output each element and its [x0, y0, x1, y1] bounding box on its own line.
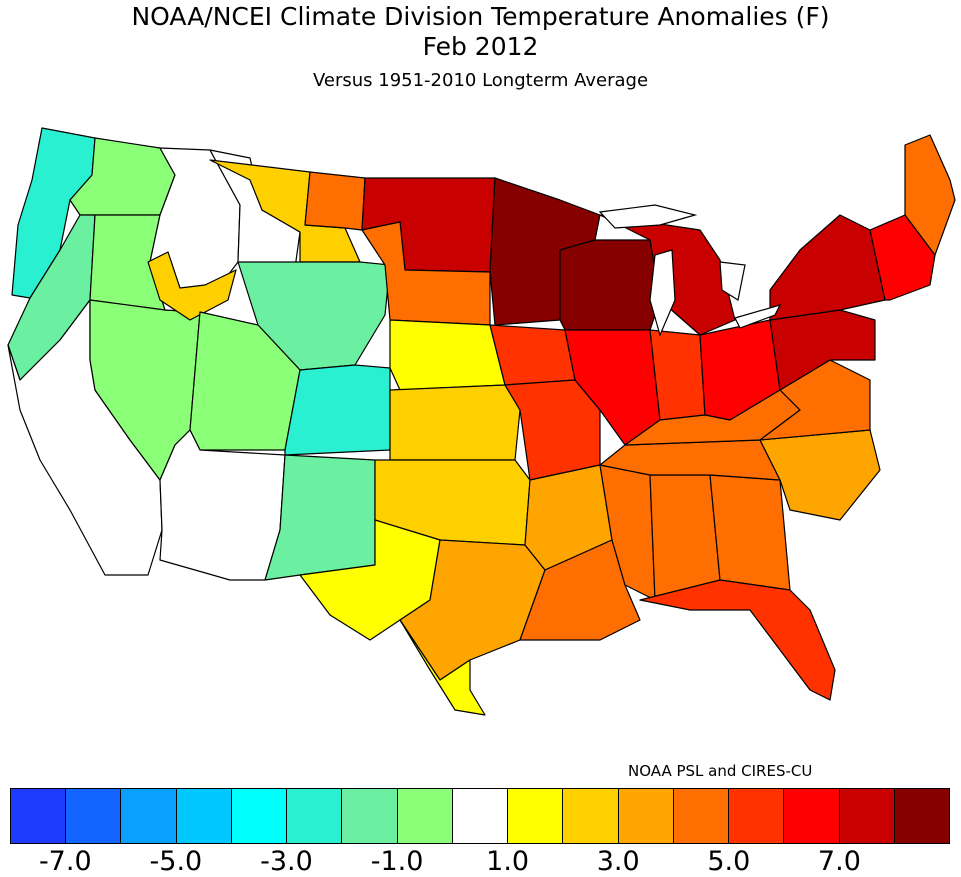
region-florida — [639, 579, 836, 701]
colorbar-swatch — [65, 789, 121, 843]
colorbar — [10, 788, 950, 844]
colorbar-swatch — [120, 789, 176, 843]
map-period: Feb 2012 — [422, 32, 539, 61]
colorbar-tick-label: -5.0 — [149, 846, 203, 877]
region-nebraska — [389, 319, 506, 391]
colorbar-swatch — [562, 789, 618, 843]
colorbar-swatch — [341, 789, 397, 843]
region-snake-river-plain — [147, 251, 237, 321]
region-south-dakota — [361, 221, 491, 326]
colorbar-swatch — [396, 789, 452, 843]
colorbar-swatch — [838, 789, 894, 843]
lake-erie — [734, 304, 782, 329]
lake-superior — [598, 204, 698, 229]
colorbar-tick-label: 5.0 — [707, 846, 751, 877]
region-new-york — [769, 214, 886, 321]
region-georgia — [709, 474, 791, 591]
colorbar-tick-label: -1.0 — [370, 846, 424, 877]
colorbar-tick-label: 1.0 — [486, 846, 530, 877]
lake-michigan — [649, 249, 676, 337]
colorbar-tick-label: 7.0 — [817, 846, 861, 877]
colorbar-tick-label: -7.0 — [38, 846, 92, 877]
colorbar-swatch — [230, 789, 287, 843]
region-wisconsin — [559, 239, 661, 331]
colorbar-swatch — [175, 789, 231, 843]
region-maine — [904, 134, 956, 256]
colorbar-swatch — [507, 789, 563, 843]
region-south-texas — [399, 619, 486, 716]
colorbar-swatch — [672, 789, 729, 843]
colorbar-tick-label: -3.0 — [260, 846, 313, 877]
region-montana-east — [304, 171, 366, 231]
region-iowa — [489, 324, 576, 386]
colorbar-swatch — [286, 789, 342, 843]
colorbar-swatch — [783, 789, 839, 843]
map-title: NOAA/NCEI Climate Division Temperature A… — [131, 2, 830, 31]
credit-label: NOAA PSL and CIRES-CU — [628, 762, 813, 780]
colorbar-swatch — [451, 789, 508, 843]
colorbar-swatch — [617, 789, 673, 843]
lake-huron — [719, 261, 746, 301]
map-subtitle: Versus 1951-2010 Longterm Average — [312, 70, 649, 91]
colorbar-tick-label: 3.0 — [596, 846, 640, 877]
region-arizona — [159, 429, 286, 581]
colorbar-swatch — [728, 789, 784, 843]
colorbar-swatch — [11, 789, 66, 843]
region-indiana — [649, 329, 706, 421]
region-alabama — [649, 474, 721, 601]
us-climate-division-map — [7, 127, 956, 716]
region-colorado — [284, 364, 391, 456]
colorbar-swatch — [893, 789, 949, 843]
region-kansas — [389, 384, 521, 461]
